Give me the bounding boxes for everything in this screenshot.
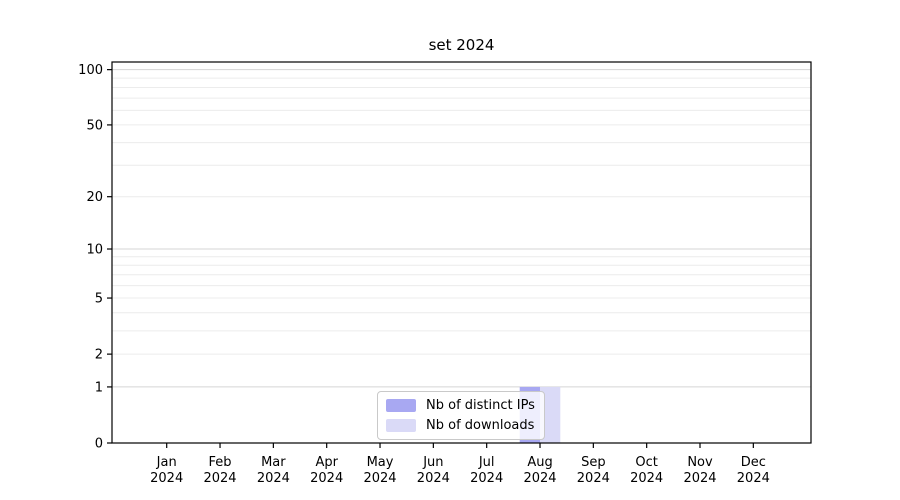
x-tick-label-month: Nov [687, 455, 713, 470]
legend-item: Nb of downloads [386, 418, 536, 433]
y-tick-label: 0 [95, 437, 103, 452]
x-tick-label-month: Jun [422, 455, 443, 470]
x-tick-label-year: 2024 [150, 471, 183, 486]
legend-swatch-downloads [386, 419, 416, 432]
chart-title: set 2024 [428, 36, 495, 54]
x-tick-label-month: Aug [527, 455, 552, 470]
x-tick-label-year: 2024 [363, 471, 396, 486]
x-tick-label-year: 2024 [683, 471, 716, 486]
y-tick-label: 50 [86, 118, 103, 133]
y-tick-label: 100 [78, 63, 103, 78]
x-tick-label-year: 2024 [417, 471, 450, 486]
x-tick-label-year: 2024 [577, 471, 610, 486]
legend-item: Nb of distinct IPs [386, 398, 536, 413]
x-tick-label-month: Mar [261, 455, 286, 470]
legend-label: Nb of distinct IPs [426, 398, 535, 413]
x-tick-label-month: Feb [209, 455, 232, 470]
x-tick-label-year: 2024 [310, 471, 343, 486]
y-tick-label: 1 [95, 380, 103, 395]
x-tick-label-month: Sep [581, 455, 606, 470]
legend-swatch-distinct-ips [386, 399, 416, 412]
y-tick-label: 10 [86, 243, 103, 258]
x-tick-label-month: Dec [741, 455, 766, 470]
y-tick-label: 5 [95, 292, 103, 307]
x-tick-label-year: 2024 [470, 471, 503, 486]
x-tick-label-month: Jan [156, 455, 177, 470]
x-tick-label-month: Oct [635, 455, 657, 470]
x-tick-label-year: 2024 [523, 471, 556, 486]
x-tick-label-month: Apr [315, 455, 338, 470]
legend: Nb of distinct IPs Nb of downloads [377, 391, 545, 440]
x-tick-label-year: 2024 [203, 471, 236, 486]
legend-label: Nb of downloads [426, 418, 535, 433]
x-tick-label-month: Jul [478, 455, 495, 470]
x-tick-label-year: 2024 [630, 471, 663, 486]
x-tick-label-year: 2024 [737, 471, 770, 486]
y-tick-label: 20 [86, 190, 103, 205]
plot-frame [111, 61, 812, 444]
x-tick-label-month: May [367, 455, 394, 470]
y-tick-label: 2 [95, 348, 103, 363]
x-tick-label-year: 2024 [257, 471, 290, 486]
bar-downloads [540, 386, 561, 443]
